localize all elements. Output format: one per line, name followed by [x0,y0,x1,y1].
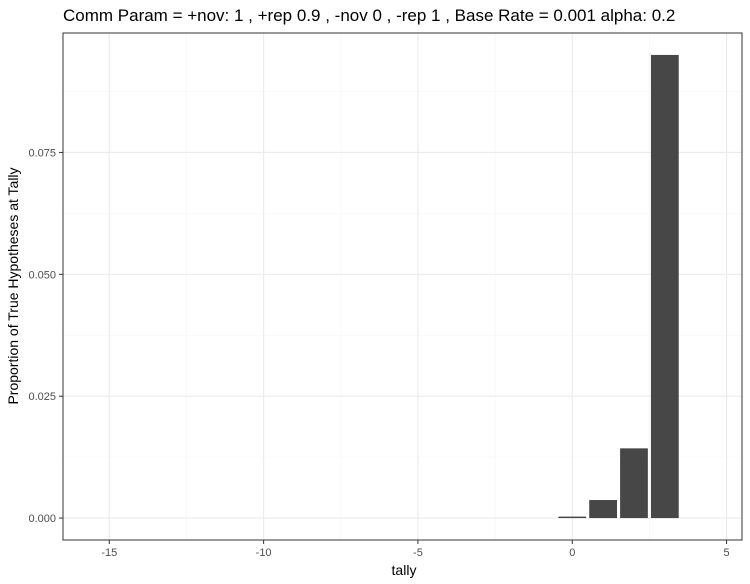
bar [650,54,679,519]
x-tick-label: -5 [413,547,423,559]
bar [558,516,587,519]
y-axis: 0.000 0.025 0.050 0.075 [28,147,63,525]
x-axis: -15 -10 -5 0 5 [101,540,730,559]
x-tick-label: -10 [256,547,272,559]
minor-grid [63,33,742,540]
bars [558,54,679,519]
x-tick-label: 5 [724,547,730,559]
bar [620,448,648,519]
x-tick-label: 0 [569,547,575,559]
panel-border [62,32,743,541]
y-tick-label: 0.025 [28,391,56,403]
x-tick-label: -15 [101,547,117,559]
chart-title: Comm Param = +nov: 1 , +rep 0.9 , -nov 0… [63,6,675,25]
x-axis-title: tally [392,562,417,578]
y-tick-label: 0.050 [28,269,56,281]
bar [589,500,618,519]
y-axis-title: Proportion of True Hypotheses at Tally [5,167,21,404]
y-tick-label: 0.075 [28,147,56,159]
y-tick-label: 0.000 [28,513,56,525]
